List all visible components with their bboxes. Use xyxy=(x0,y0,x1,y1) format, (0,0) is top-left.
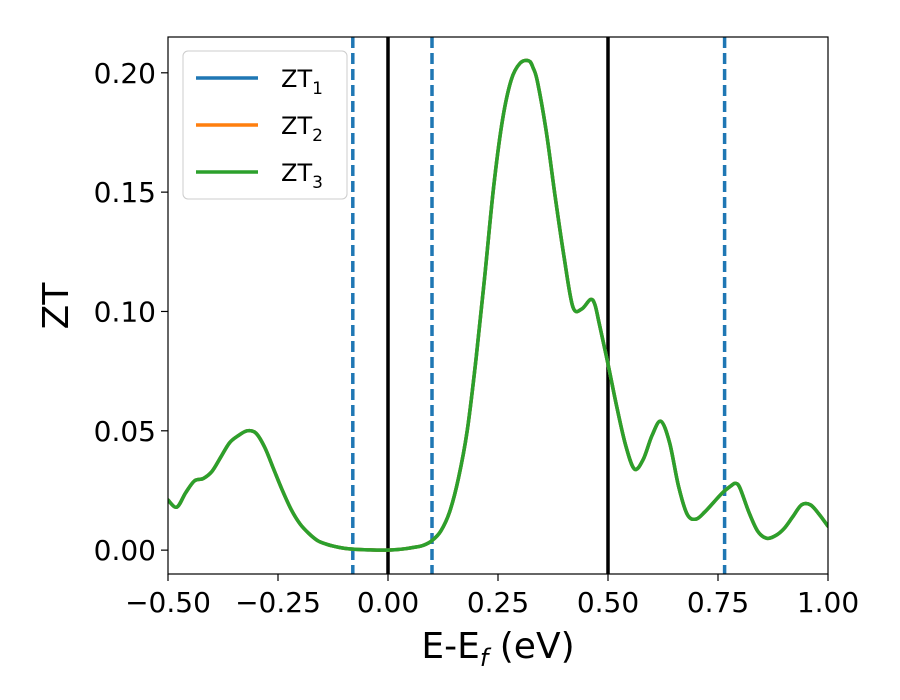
legend-label-3: ZT3 xyxy=(281,159,323,193)
x-tick-label: 0.25 xyxy=(467,586,529,619)
legend-label-1: ZT1 xyxy=(281,65,323,99)
legend-box xyxy=(182,50,348,200)
y-tick-label: 0.10 xyxy=(94,295,156,328)
x-axis-title-main: E-E xyxy=(421,626,479,667)
y-tick-label: 0.15 xyxy=(94,176,156,209)
y-axis-title: ZT xyxy=(36,282,77,330)
y-tick-label: 0.20 xyxy=(94,57,156,90)
x-tick-label: 0.50 xyxy=(577,586,639,619)
x-tick-label: 0.00 xyxy=(357,586,419,619)
x-tick-label: −0.50 xyxy=(125,586,211,619)
legend: ZT1 ZT2 ZT3 xyxy=(182,50,348,200)
y-tick-label: 0.00 xyxy=(94,534,156,567)
x-tick-label: −0.25 xyxy=(235,586,321,619)
y-tick-label: 0.05 xyxy=(94,415,156,448)
x-axis-title: E-Ef (eV) xyxy=(421,626,574,672)
x-tick-label: 0.75 xyxy=(687,586,749,619)
x-axis-title-unit: (eV) xyxy=(488,626,574,667)
x-tick-label: 1.00 xyxy=(797,586,859,619)
series-line-3 xyxy=(168,58,828,552)
legend-label-2: ZT2 xyxy=(281,112,323,146)
